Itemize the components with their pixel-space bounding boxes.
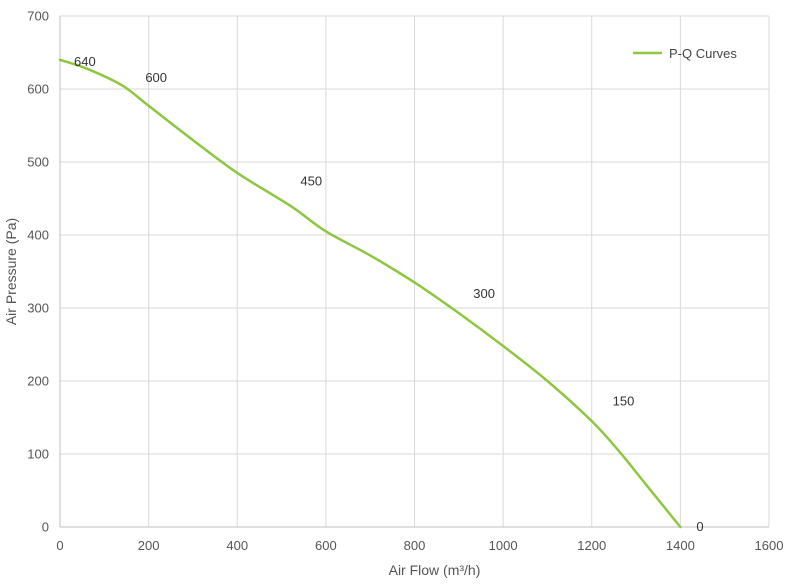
y-tick-label: 500 <box>27 155 49 170</box>
y-tick-label: 0 <box>42 520 49 535</box>
data-label: 450 <box>300 174 322 189</box>
x-tick-label: 600 <box>315 538 337 553</box>
data-labels: 640 600 450 300 150 0 <box>74 54 704 534</box>
axes: 0 200 400 600 800 1000 1200 1400 1600 0 100 200 300 4… <box>27 9 783 554</box>
x-tick-label: 1200 <box>577 538 606 553</box>
x-axis-title: Air Flow (m³/h) <box>389 562 481 578</box>
x-tick-label: 200 <box>138 538 160 553</box>
x-tick-label: 800 <box>404 538 426 553</box>
x-tick-label: 1400 <box>666 538 695 553</box>
data-label: 150 <box>613 394 635 409</box>
series-layer <box>58 58 682 529</box>
x-tick-label: 400 <box>226 538 248 553</box>
y-tick-label: 600 <box>27 82 49 97</box>
y-tick-label: 200 <box>27 374 49 389</box>
y-tick-label: 400 <box>27 228 49 243</box>
x-tick-label: 1600 <box>755 538 784 553</box>
data-label: 300 <box>473 286 495 301</box>
y-tick-label: 100 <box>27 447 49 462</box>
series-line-pq-curves <box>58 58 682 529</box>
x-tick-label: 1000 <box>489 538 518 553</box>
x-tick-label: 0 <box>56 538 63 553</box>
legend: P-Q Curves <box>633 46 737 61</box>
legend-label: P-Q Curves <box>669 46 737 61</box>
grid <box>59 15 770 528</box>
y-axis-title: Air Pressure (Pa) <box>3 218 19 325</box>
data-label: 0 <box>696 519 703 534</box>
y-tick-label: 700 <box>27 9 49 24</box>
y-tick-label: 300 <box>27 301 49 316</box>
data-label: 640 <box>74 54 96 69</box>
data-label: 600 <box>145 70 167 85</box>
